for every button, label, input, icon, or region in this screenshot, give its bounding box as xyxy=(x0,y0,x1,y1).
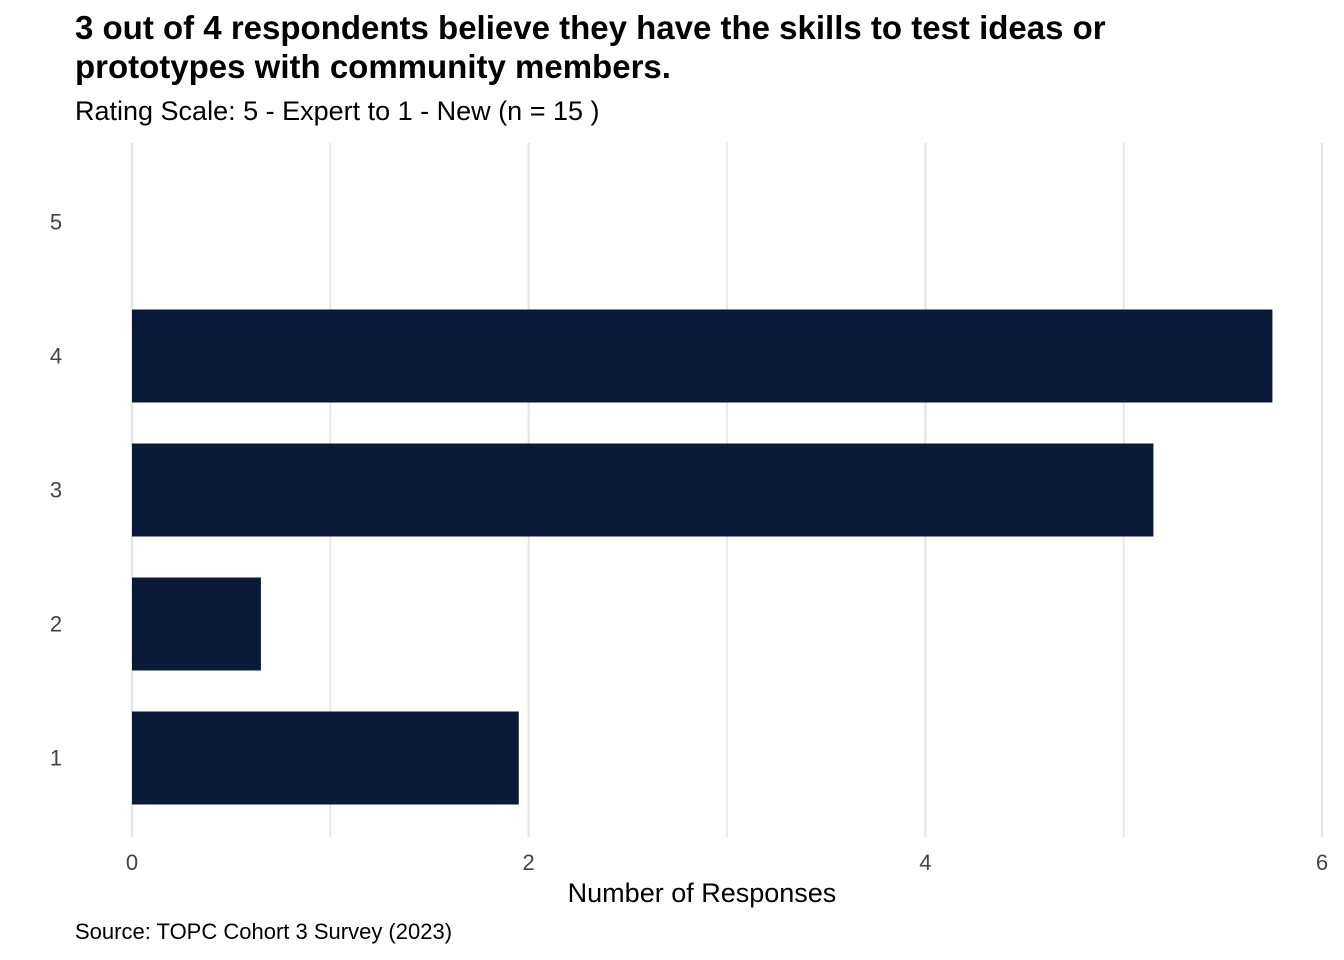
chart-subtitle: Rating Scale: 5 - Expert to 1 - New (n =… xyxy=(75,96,600,126)
x-tick-labels: 0 2 4 6 xyxy=(126,850,1328,875)
bar-rating-4 xyxy=(132,309,1273,403)
y-tick-label-3: 3 xyxy=(50,478,62,503)
y-tick-labels: 5 4 3 2 1 xyxy=(50,210,62,771)
x-tick-label-4: 4 xyxy=(919,850,931,875)
x-tick-label-6: 6 xyxy=(1316,850,1328,875)
x-axis-title: Number of Responses xyxy=(568,878,837,908)
y-tick-label-5: 5 xyxy=(50,210,62,235)
y-tick-label-1: 1 xyxy=(50,746,62,771)
y-tick-label-4: 4 xyxy=(50,344,62,369)
bars xyxy=(132,309,1273,805)
x-tick-label-0: 0 xyxy=(126,850,138,875)
y-tick-label-2: 2 xyxy=(50,612,62,637)
chart-caption: Source: TOPC Cohort 3 Survey (2023) xyxy=(75,919,453,944)
bar-rating-2 xyxy=(132,577,261,671)
chart-title: 3 out of 4 respondents believe they have… xyxy=(75,9,1106,85)
bar-rating-1 xyxy=(132,711,519,805)
bar-rating-3 xyxy=(132,443,1154,537)
x-tick-label-2: 2 xyxy=(523,850,535,875)
